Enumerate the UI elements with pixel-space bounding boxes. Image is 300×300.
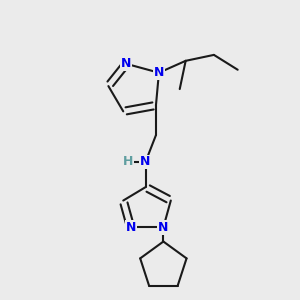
Text: N: N [125,221,136,234]
Text: H: H [122,155,133,168]
Text: N: N [121,57,131,70]
Text: N: N [158,221,169,234]
Text: N: N [140,155,151,168]
Text: N: N [154,66,164,79]
